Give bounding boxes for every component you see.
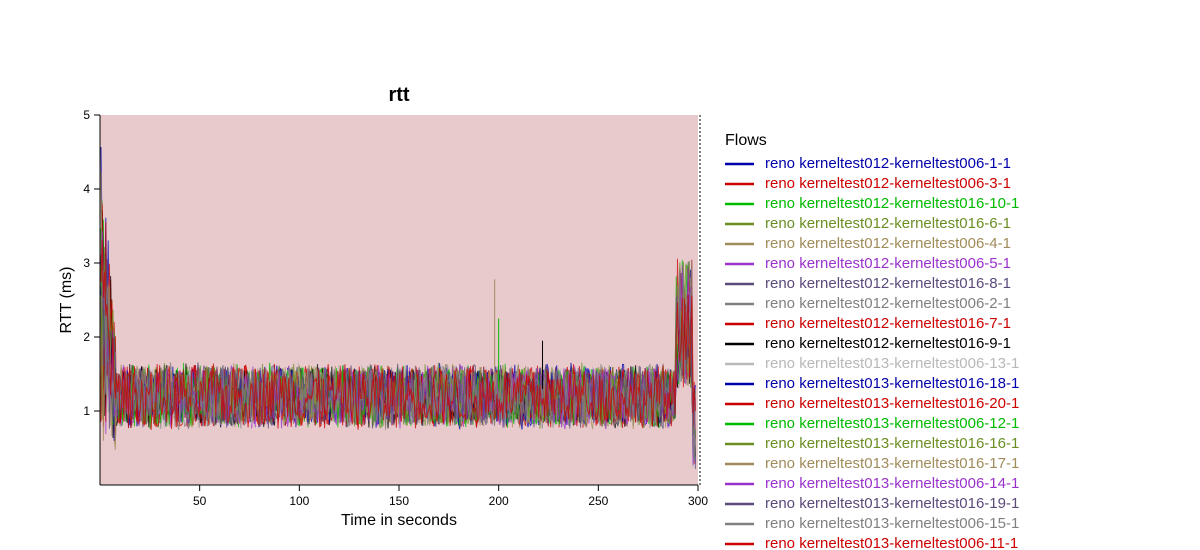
y-tick-label: 4	[83, 182, 90, 196]
legend-title: Flows	[725, 132, 767, 149]
y-tick-label: 2	[83, 330, 90, 344]
chart-title: rtt	[388, 84, 409, 106]
legend-entry: reno kerneltest013-kerneltest006-13-1	[765, 355, 1019, 372]
legend-entry: reno kerneltest013-kerneltest006-14-1	[765, 475, 1019, 492]
y-tick-label: 5	[83, 108, 90, 122]
y-tick-label: 1	[83, 404, 90, 418]
legend-entry: reno kerneltest013-kerneltest016-18-1	[765, 375, 1019, 392]
legend-entry: reno kerneltest012-kerneltest016-9-1	[765, 335, 1011, 352]
x-tick-label: 50	[193, 494, 207, 508]
y-tick-label: 3	[83, 256, 90, 270]
legend-entry: reno kerneltest012-kerneltest016-10-1	[765, 195, 1019, 212]
x-tick-label: 150	[389, 494, 409, 508]
legend-entry: reno kerneltest013-kerneltest016-20-1	[765, 395, 1019, 412]
plot-area	[100, 115, 698, 485]
series-layer	[100, 146, 696, 469]
legend-entry: reno kerneltest012-kerneltest016-8-1	[765, 275, 1011, 292]
series-line-20	[100, 240, 696, 429]
legend-entry: reno kerneltest012-kerneltest016-7-1	[765, 315, 1011, 332]
legend-entry: reno kerneltest013-kerneltest006-12-1	[765, 415, 1019, 432]
legend-entry: reno kerneltest013-kerneltest016-19-1	[765, 495, 1019, 512]
axes: 1 2 3 4 5 50 100 150 200 250 300	[83, 108, 708, 508]
legend-entry: reno kerneltest012-kerneltest016-6-1	[765, 215, 1011, 232]
x-tick-label: 250	[588, 494, 608, 508]
legend-entry: reno kerneltest013-kerneltest016-17-1	[765, 455, 1019, 472]
legend-entry: reno kerneltest012-kerneltest006-3-1	[765, 175, 1011, 192]
legend-entry: reno kerneltest012-kerneltest006-1-1	[765, 155, 1011, 172]
x-tick-label: 300	[688, 494, 708, 508]
legend: Flows reno kerneltest012-kerneltest006-1…	[725, 132, 1019, 550]
legend-entry: reno kerneltest012-kerneltest006-5-1	[765, 255, 1011, 272]
legend-entry: reno kerneltest012-kerneltest006-2-1	[765, 295, 1011, 312]
plot-background	[100, 115, 698, 485]
x-tick-label: 200	[489, 494, 509, 508]
legend-entry: reno kerneltest013-kerneltest006-11-1	[765, 535, 1018, 550]
y-axis-label: RTT (ms)	[58, 267, 75, 334]
x-axis-label: Time in seconds	[341, 512, 457, 529]
legend-entry: reno kerneltest013-kerneltest006-15-1	[765, 515, 1019, 532]
legend-entry: reno kerneltest012-kerneltest006-4-1	[765, 235, 1011, 252]
x-tick-label: 100	[289, 494, 309, 508]
legend-entry: reno kerneltest013-kerneltest016-16-1	[765, 435, 1019, 452]
